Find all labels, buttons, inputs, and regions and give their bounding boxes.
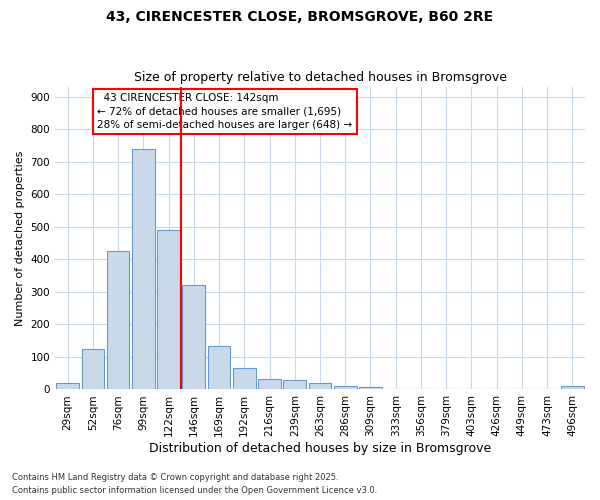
Bar xyxy=(258,379,281,390)
Bar xyxy=(283,380,306,390)
Bar xyxy=(308,383,331,390)
Text: Contains HM Land Registry data © Crown copyright and database right 2025.
Contai: Contains HM Land Registry data © Crown c… xyxy=(12,474,377,495)
Text: 43 CIRENCESTER CLOSE: 142sqm  
← 72% of detached houses are smaller (1,695)
28% : 43 CIRENCESTER CLOSE: 142sqm ← 72% of de… xyxy=(97,93,353,130)
Y-axis label: Number of detached properties: Number of detached properties xyxy=(15,150,25,326)
Bar xyxy=(56,383,79,390)
Bar xyxy=(359,387,382,390)
Title: Size of property relative to detached houses in Bromsgrove: Size of property relative to detached ho… xyxy=(134,72,506,85)
Bar xyxy=(132,149,155,390)
Bar xyxy=(208,346,230,390)
Text: 43, CIRENCESTER CLOSE, BROMSGROVE, B60 2RE: 43, CIRENCESTER CLOSE, BROMSGROVE, B60 2… xyxy=(106,10,494,24)
Bar xyxy=(82,349,104,390)
Bar xyxy=(182,286,205,390)
Bar xyxy=(334,386,356,390)
X-axis label: Distribution of detached houses by size in Bromsgrove: Distribution of detached houses by size … xyxy=(149,442,491,455)
Bar xyxy=(157,230,180,390)
Bar xyxy=(233,368,256,390)
Bar xyxy=(561,386,584,390)
Bar xyxy=(107,252,130,390)
